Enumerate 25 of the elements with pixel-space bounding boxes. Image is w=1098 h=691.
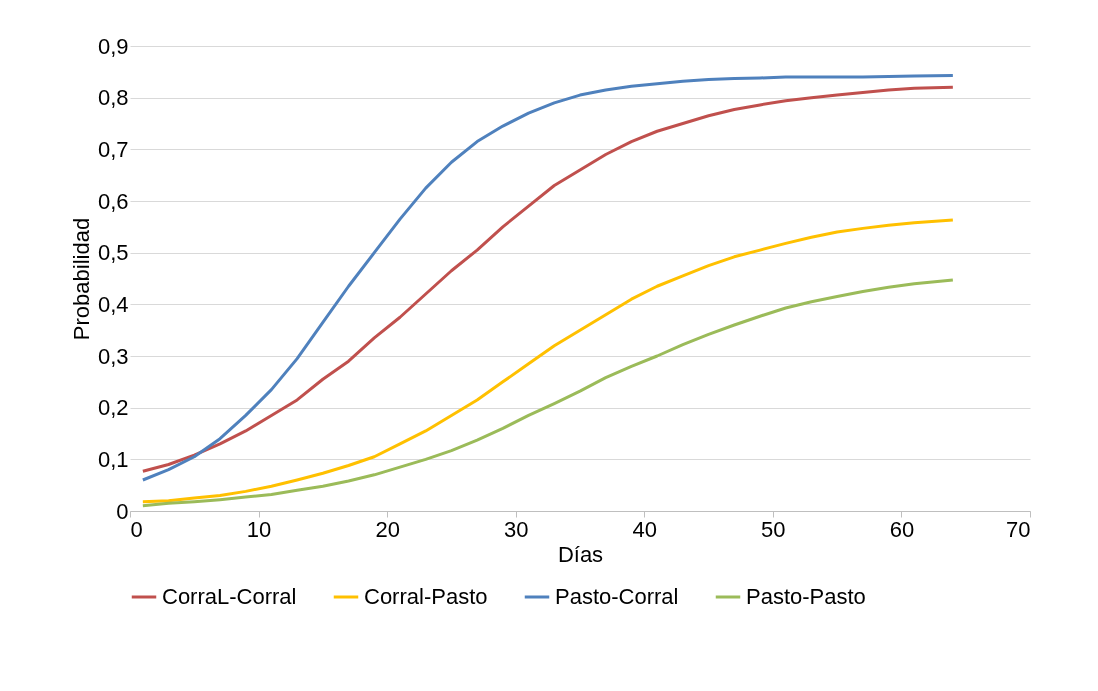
y-tick-label: 0,7 <box>97 136 129 162</box>
x-tick-label: 30 <box>503 516 529 542</box>
x-tick-label: 70 <box>1006 516 1031 542</box>
x-tick-label: 40 <box>632 516 658 542</box>
legend-label: Corral-Pasto <box>364 584 488 609</box>
y-tick-label: 0,9 <box>97 33 129 59</box>
y-tick-label: 0,1 <box>97 446 129 472</box>
x-tick-label: 60 <box>889 516 915 542</box>
y-tick-label: 0,4 <box>97 291 129 317</box>
line-series <box>141 218 955 504</box>
x-tick-label: 10 <box>246 516 272 542</box>
legend-label: Pasto-Corral <box>555 584 679 609</box>
y-tick-label: 0,8 <box>97 85 129 111</box>
legend-label: CorraL-Corral <box>162 584 297 609</box>
y-tick-label: 0 <box>116 498 129 524</box>
y-tick-label: 0,3 <box>97 343 129 369</box>
y-tick-label: 0,6 <box>97 188 129 214</box>
y-axis-title: Probabilidad <box>68 217 94 341</box>
x-tick-label: 20 <box>375 516 400 542</box>
x-axis-title: Días <box>557 541 604 567</box>
line-series <box>141 278 955 508</box>
legend-label: Pasto-Pasto <box>746 584 866 609</box>
y-tick-label: 0,2 <box>97 395 129 421</box>
y-tick-label: 0,5 <box>97 240 129 266</box>
x-tick-label: 50 <box>761 516 786 542</box>
